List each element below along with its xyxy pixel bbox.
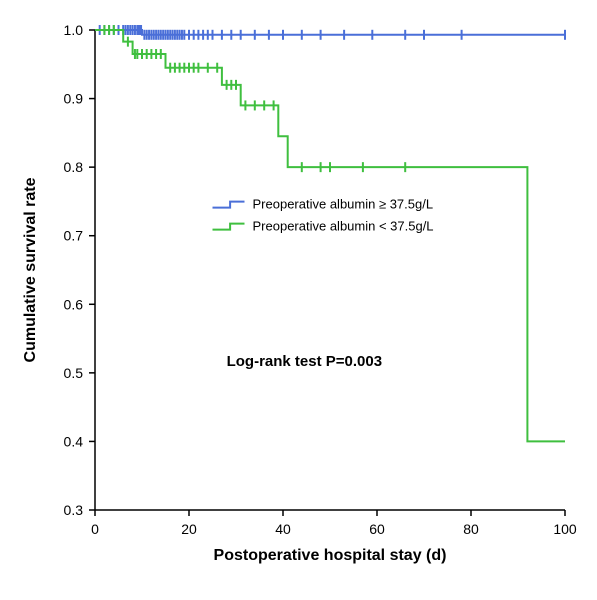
survival-chart: 0 20 40 60 80 100 0.3 0.4 0.5 0.6 0.7 0.8 0.9 1.0 Post… <box>0 0 597 600</box>
legend-label-high: Preoperative albumin ≥ 37.5g/L <box>253 197 434 212</box>
y-tick-label: 0.9 <box>64 91 84 107</box>
x-tick-label: 40 <box>275 521 291 537</box>
y-tick-label: 1.0 <box>64 22 84 38</box>
x-tick-label: 60 <box>369 521 385 537</box>
y-tick-label: 0.4 <box>64 433 84 449</box>
x-axis-label: Postoperative hospital stay (d) <box>214 547 447 564</box>
x-tick-label: 0 <box>91 521 99 537</box>
logrank-annotation: Log-rank test P=0.003 <box>227 353 382 370</box>
y-tick-label: 0.7 <box>64 228 84 244</box>
y-axis-label: Cumulative survival rate <box>22 177 39 362</box>
x-tick-label: 20 <box>181 521 197 537</box>
y-tick-label: 0.3 <box>64 502 84 518</box>
x-tick-label: 100 <box>553 521 577 537</box>
y-tick-label: 0.5 <box>64 365 84 381</box>
y-tick-label: 0.6 <box>64 296 84 312</box>
chart-svg: 0 20 40 60 80 100 0.3 0.4 0.5 0.6 0.7 0.8 0.9 1.0 Post… <box>0 0 597 600</box>
y-tick-label: 0.8 <box>64 159 84 175</box>
legend-label-low: Preoperative albumin < 37.5g/L <box>253 219 434 234</box>
x-tick-label: 80 <box>463 521 479 537</box>
